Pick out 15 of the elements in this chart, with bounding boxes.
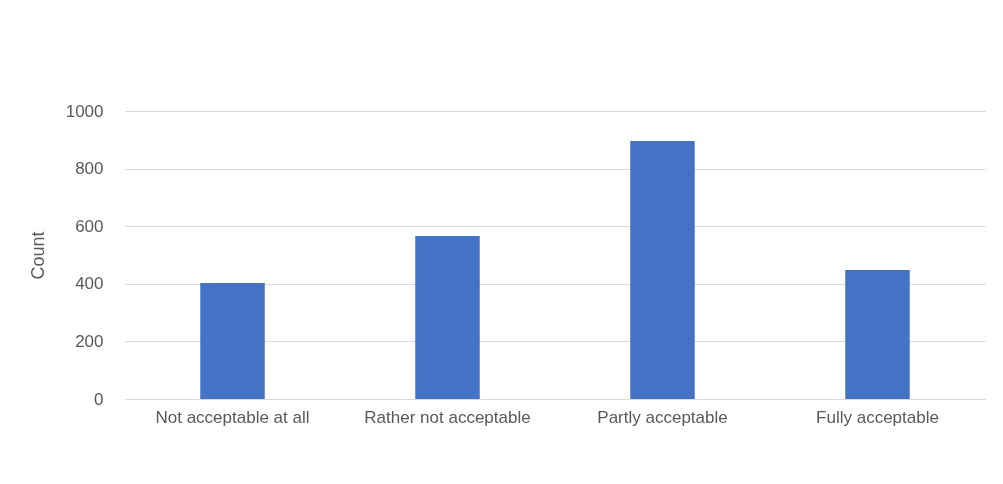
y-tick-label: 1000	[65, 101, 104, 121]
x-tick-label: Rather not acceptable	[364, 407, 531, 427]
y-tick-label: 800	[75, 159, 104, 179]
y-tick-label: 600	[75, 216, 104, 236]
y-tick-label: 400	[75, 274, 104, 294]
bar	[845, 269, 910, 399]
x-tick-label: Not acceptable at all	[155, 407, 310, 427]
bar	[630, 140, 695, 399]
y-tick-label: 0	[94, 389, 104, 409]
bar	[200, 282, 265, 399]
x-tick-label: Partly acceptable	[597, 407, 728, 427]
bar	[415, 235, 480, 399]
y-tick-label: 200	[75, 331, 104, 351]
y-axis-title: Count	[27, 231, 48, 280]
x-tick-label: Fully acceptable	[816, 407, 939, 427]
